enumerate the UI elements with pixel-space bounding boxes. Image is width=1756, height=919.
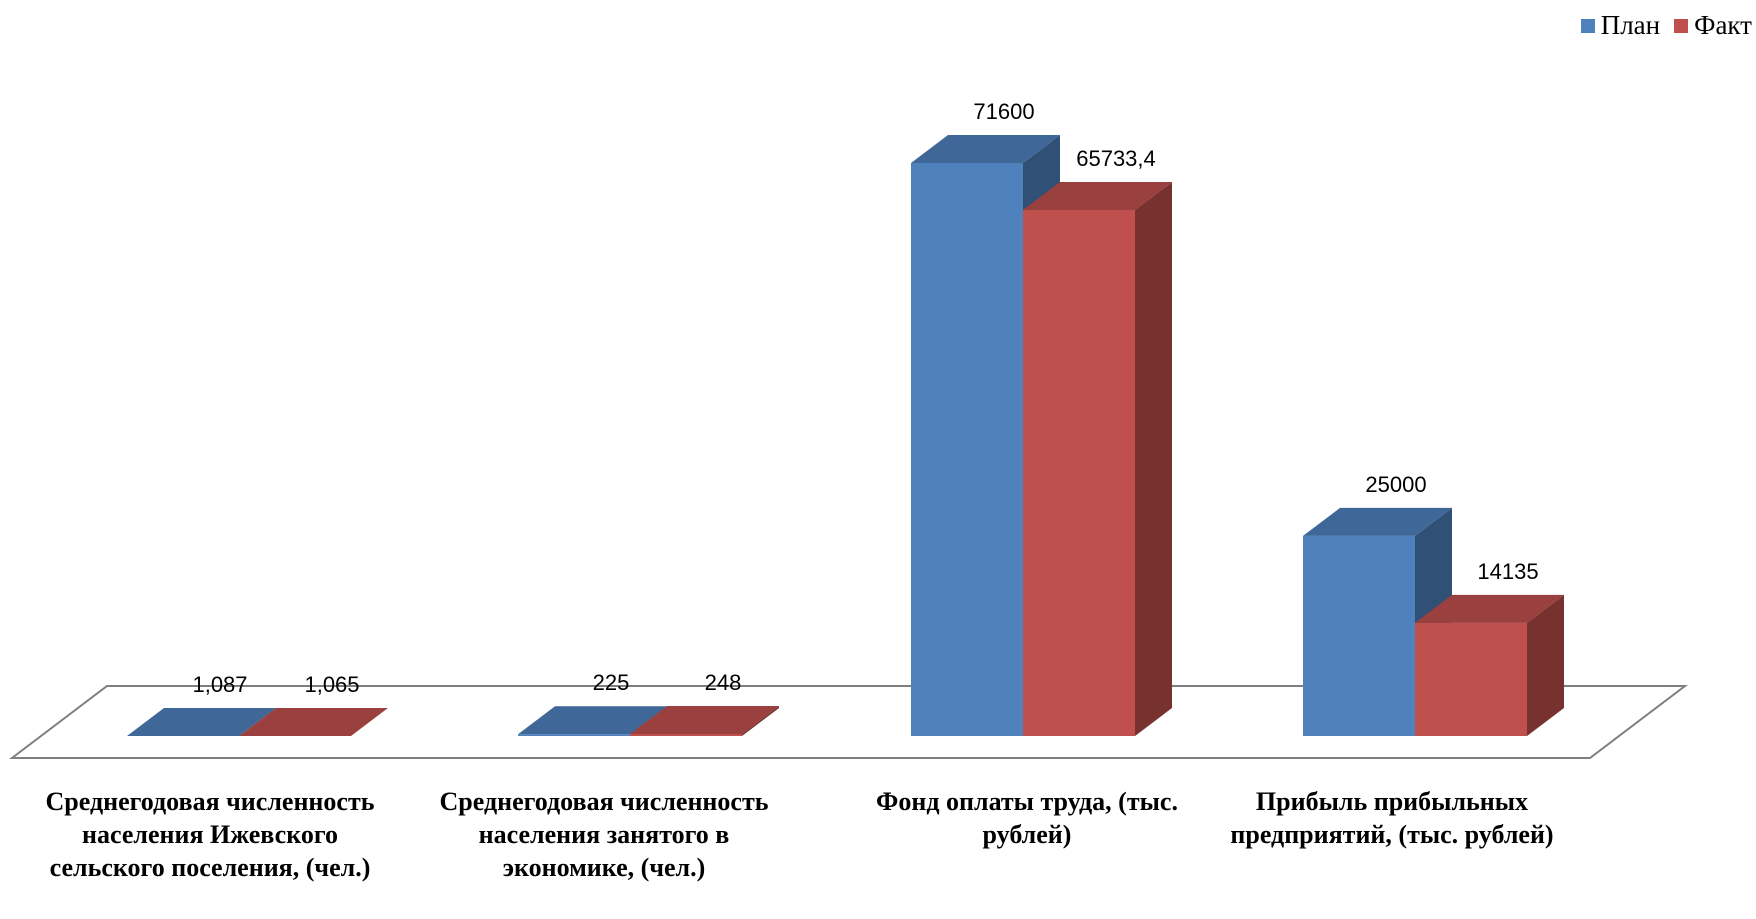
legend-item-fact: Факт xyxy=(1674,10,1752,41)
bar-fact-employed-side xyxy=(742,706,779,736)
legend-swatch-fact xyxy=(1674,18,1689,33)
category-label-employed: Среднегодовая численность населения заня… xyxy=(439,787,769,882)
category-label-payroll: Фонд оплаты труда, (тыс. рублей) xyxy=(876,787,1178,849)
legend: План Факт xyxy=(1580,10,1752,41)
bar-plan-employed-top xyxy=(518,706,667,735)
data-label-fact-employed: 248 xyxy=(705,670,742,695)
legend-label-fact: Факт xyxy=(1694,10,1752,40)
bar-fact-profit-top xyxy=(1415,594,1564,623)
data-label-fact-payroll: 65733,4 xyxy=(1076,146,1156,171)
bar-fact-payroll xyxy=(1023,209,1135,736)
bar-fact-population-top xyxy=(239,707,388,736)
bar-fact-population-side xyxy=(351,707,388,736)
category-label-population: Среднегодовая численность населения Ижев… xyxy=(45,787,375,882)
data-label-plan-population: 1,087 xyxy=(192,672,247,697)
bar-fact-employed-top xyxy=(630,706,779,735)
data-label-plan-profit: 25000 xyxy=(1365,472,1426,497)
bar-fact-employed xyxy=(630,734,742,736)
category-label-profit: Прибыль прибыльных предприятий, (тыс. ру… xyxy=(1230,787,1554,849)
data-label-plan-payroll: 71600 xyxy=(973,99,1034,124)
data-label-fact-profit: 14135 xyxy=(1477,559,1538,584)
legend-item-plan: План xyxy=(1580,10,1661,41)
data-label-fact-population: 1,065 xyxy=(304,672,359,697)
bar-plan-population-top xyxy=(127,707,276,736)
bar-plan-employed xyxy=(518,734,630,736)
legend-label-plan: План xyxy=(1600,10,1661,40)
chart-floor xyxy=(9,685,1688,759)
bar-plan-profit-top xyxy=(1303,507,1452,536)
bar-fact-profit-side xyxy=(1527,594,1564,736)
legend-swatch-plan xyxy=(1580,18,1595,33)
bar-plan-profit xyxy=(1303,535,1415,736)
bar-plan-payroll xyxy=(911,163,1023,736)
bar-plan-payroll-top xyxy=(911,135,1060,163)
bar-fact-payroll-top xyxy=(1023,181,1172,210)
data-label-plan-employed: 225 xyxy=(593,670,630,695)
bar-fact-profit xyxy=(1415,622,1527,736)
bar-fact-payroll-side xyxy=(1135,181,1172,736)
